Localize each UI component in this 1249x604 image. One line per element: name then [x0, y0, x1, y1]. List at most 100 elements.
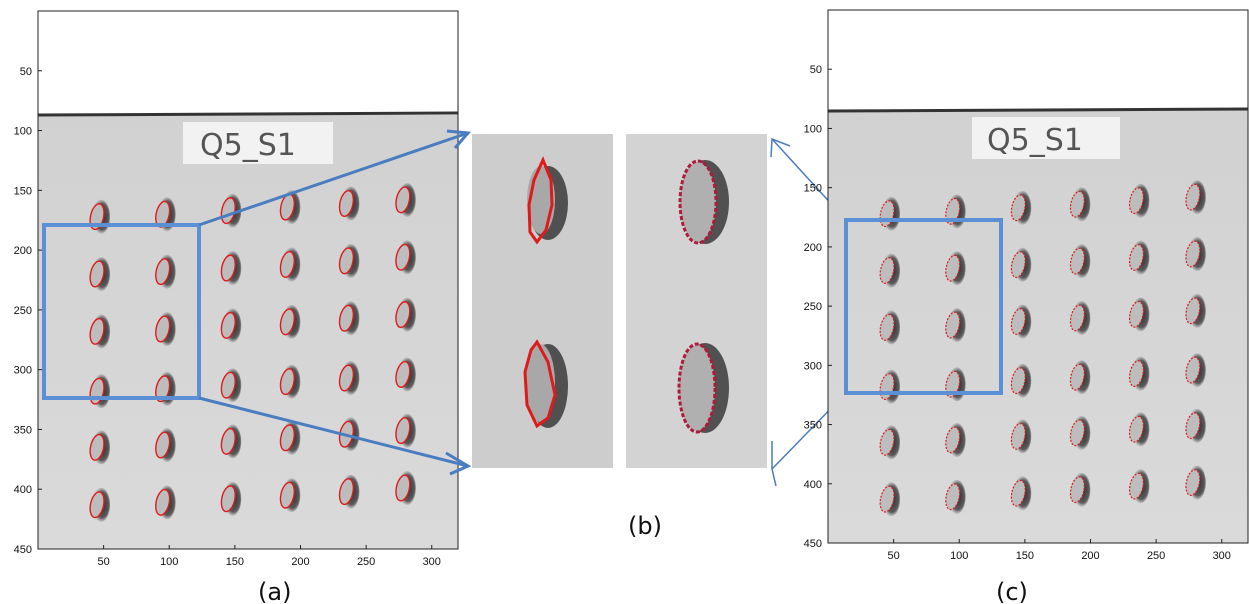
- spot-contour: [395, 417, 411, 445]
- panel-a-tag-card: [183, 122, 333, 164]
- y-tick-label: 450: [14, 544, 32, 556]
- y-tick-label: 200: [804, 242, 822, 254]
- x-tick-label: 200: [291, 556, 309, 568]
- spot-contour: [279, 250, 295, 278]
- spot-contour: [1069, 419, 1085, 447]
- spot-contour: [945, 311, 961, 339]
- panel-c-top-strip: [828, 10, 1248, 110]
- spot-contour: [220, 311, 236, 339]
- spot-contour: [155, 488, 171, 516]
- panel-a-tag-text: Q5_S1: [200, 128, 296, 163]
- x-tick-label: 250: [357, 556, 375, 568]
- spot-contour: [395, 243, 411, 271]
- spot-contour: [1128, 360, 1144, 388]
- spot-contour: [1185, 356, 1201, 384]
- spot-contour: [89, 260, 105, 288]
- panel-c-tag-text: Q5_S1: [987, 123, 1083, 158]
- panel-b-right-contour-bottom: [677, 342, 717, 434]
- panel-b-left-contour-bottom: [523, 339, 557, 429]
- x-tick-label: 300: [423, 556, 441, 568]
- spot-contour: [220, 427, 236, 455]
- spot-contour: [395, 360, 411, 388]
- y-tick-label: 200: [14, 245, 32, 257]
- spot-contour: [395, 186, 411, 214]
- panel-a-label: (a): [258, 578, 291, 604]
- panel-b-label: (b): [628, 512, 662, 540]
- spot-contour: [879, 314, 895, 341]
- spot-contour: [1185, 183, 1201, 211]
- spot-contour: [220, 371, 236, 399]
- spot-contour: [1128, 415, 1144, 443]
- x-tick-label: 300: [1213, 550, 1231, 562]
- spot-contour: [1185, 297, 1201, 325]
- y-tick-label: 350: [804, 420, 822, 432]
- y-tick-label: 300: [14, 365, 32, 377]
- spot-contour: [1010, 423, 1026, 450]
- spot-contour: [1185, 469, 1201, 496]
- spot-contour: [945, 483, 961, 511]
- spot-contour: [945, 370, 961, 398]
- panel-c-highlight-box: [844, 218, 1003, 395]
- spot-contour: [1069, 476, 1085, 504]
- y-tick-label: 100: [14, 126, 32, 138]
- spot-contour: [155, 258, 171, 286]
- panel-c-plot: Q5_S1 50 100 150 200 250 300 50 100 150 200 250 300…: [804, 9, 1249, 562]
- spot-contour: [1185, 412, 1201, 440]
- spot-contour: [338, 364, 355, 392]
- spot-contour: [220, 254, 236, 282]
- spot-contour: [395, 301, 411, 329]
- spot-contour: [89, 491, 105, 519]
- y-tick-label: 400: [14, 484, 32, 496]
- spot-contour: [1128, 472, 1144, 500]
- spot-contour: [279, 424, 295, 452]
- y-tick-label: 50: [810, 64, 822, 76]
- spot-contour: [155, 375, 171, 403]
- spot-contour: [1069, 304, 1085, 332]
- y-tick-label: 250: [14, 305, 32, 317]
- x-tick-label: 100: [950, 550, 968, 562]
- spot-contour: [155, 431, 171, 459]
- spot-contour: [1010, 194, 1026, 222]
- spot-contour: [879, 428, 895, 456]
- y-tick-label: 400: [804, 479, 822, 491]
- x-tick-label: 100: [160, 556, 178, 568]
- spot-contour: [1185, 240, 1201, 268]
- y-tick-label: 300: [804, 360, 822, 372]
- panel-c-tag-card: [972, 117, 1120, 159]
- spot-contour: [89, 433, 105, 461]
- spot-contour: [945, 197, 961, 225]
- spot-contour: [1069, 190, 1085, 218]
- spot-contour: [1128, 301, 1144, 328]
- panel-c-frame: [827, 9, 1249, 544]
- spot-contour: [879, 257, 895, 284]
- spot-contour: [945, 426, 961, 454]
- x-tick-label: 50: [98, 556, 110, 568]
- x-tick-label: 250: [1147, 550, 1165, 562]
- spot-contour: [155, 315, 171, 343]
- panel-a-plot: Q5_S1 50 100 150 200 250 300 50 100 150 200 250 300…: [14, 10, 459, 568]
- panel-a-top-strip: [38, 11, 458, 115]
- spot-contour: [1128, 187, 1144, 215]
- x-tick-label: 200: [1081, 550, 1099, 562]
- panel-b-left-contour-top: [527, 156, 554, 245]
- spot-contour: [1069, 247, 1085, 275]
- panel-a-strip-edge: [37, 111, 459, 117]
- spot-contour: [338, 247, 355, 275]
- spot-contour: [338, 478, 355, 506]
- spot-contour: [338, 304, 355, 332]
- spot-contour: [279, 368, 295, 396]
- spot-contour: [395, 474, 411, 502]
- x-tick-label: 150: [226, 556, 244, 568]
- panel-b-zoom: (b): [472, 134, 767, 540]
- spot-contour: [1010, 251, 1026, 279]
- x-tick-label: 150: [1016, 550, 1034, 562]
- y-tick-label: 450: [804, 538, 822, 550]
- spot-contour: [89, 317, 105, 345]
- panel-c-label: (c): [996, 578, 1028, 604]
- x-tick-label: 50: [888, 550, 900, 562]
- y-tick-label: 250: [804, 301, 822, 313]
- spot-contour: [338, 189, 355, 217]
- zoom-arrows-a: [198, 129, 472, 476]
- y-tick-label: 150: [804, 183, 822, 195]
